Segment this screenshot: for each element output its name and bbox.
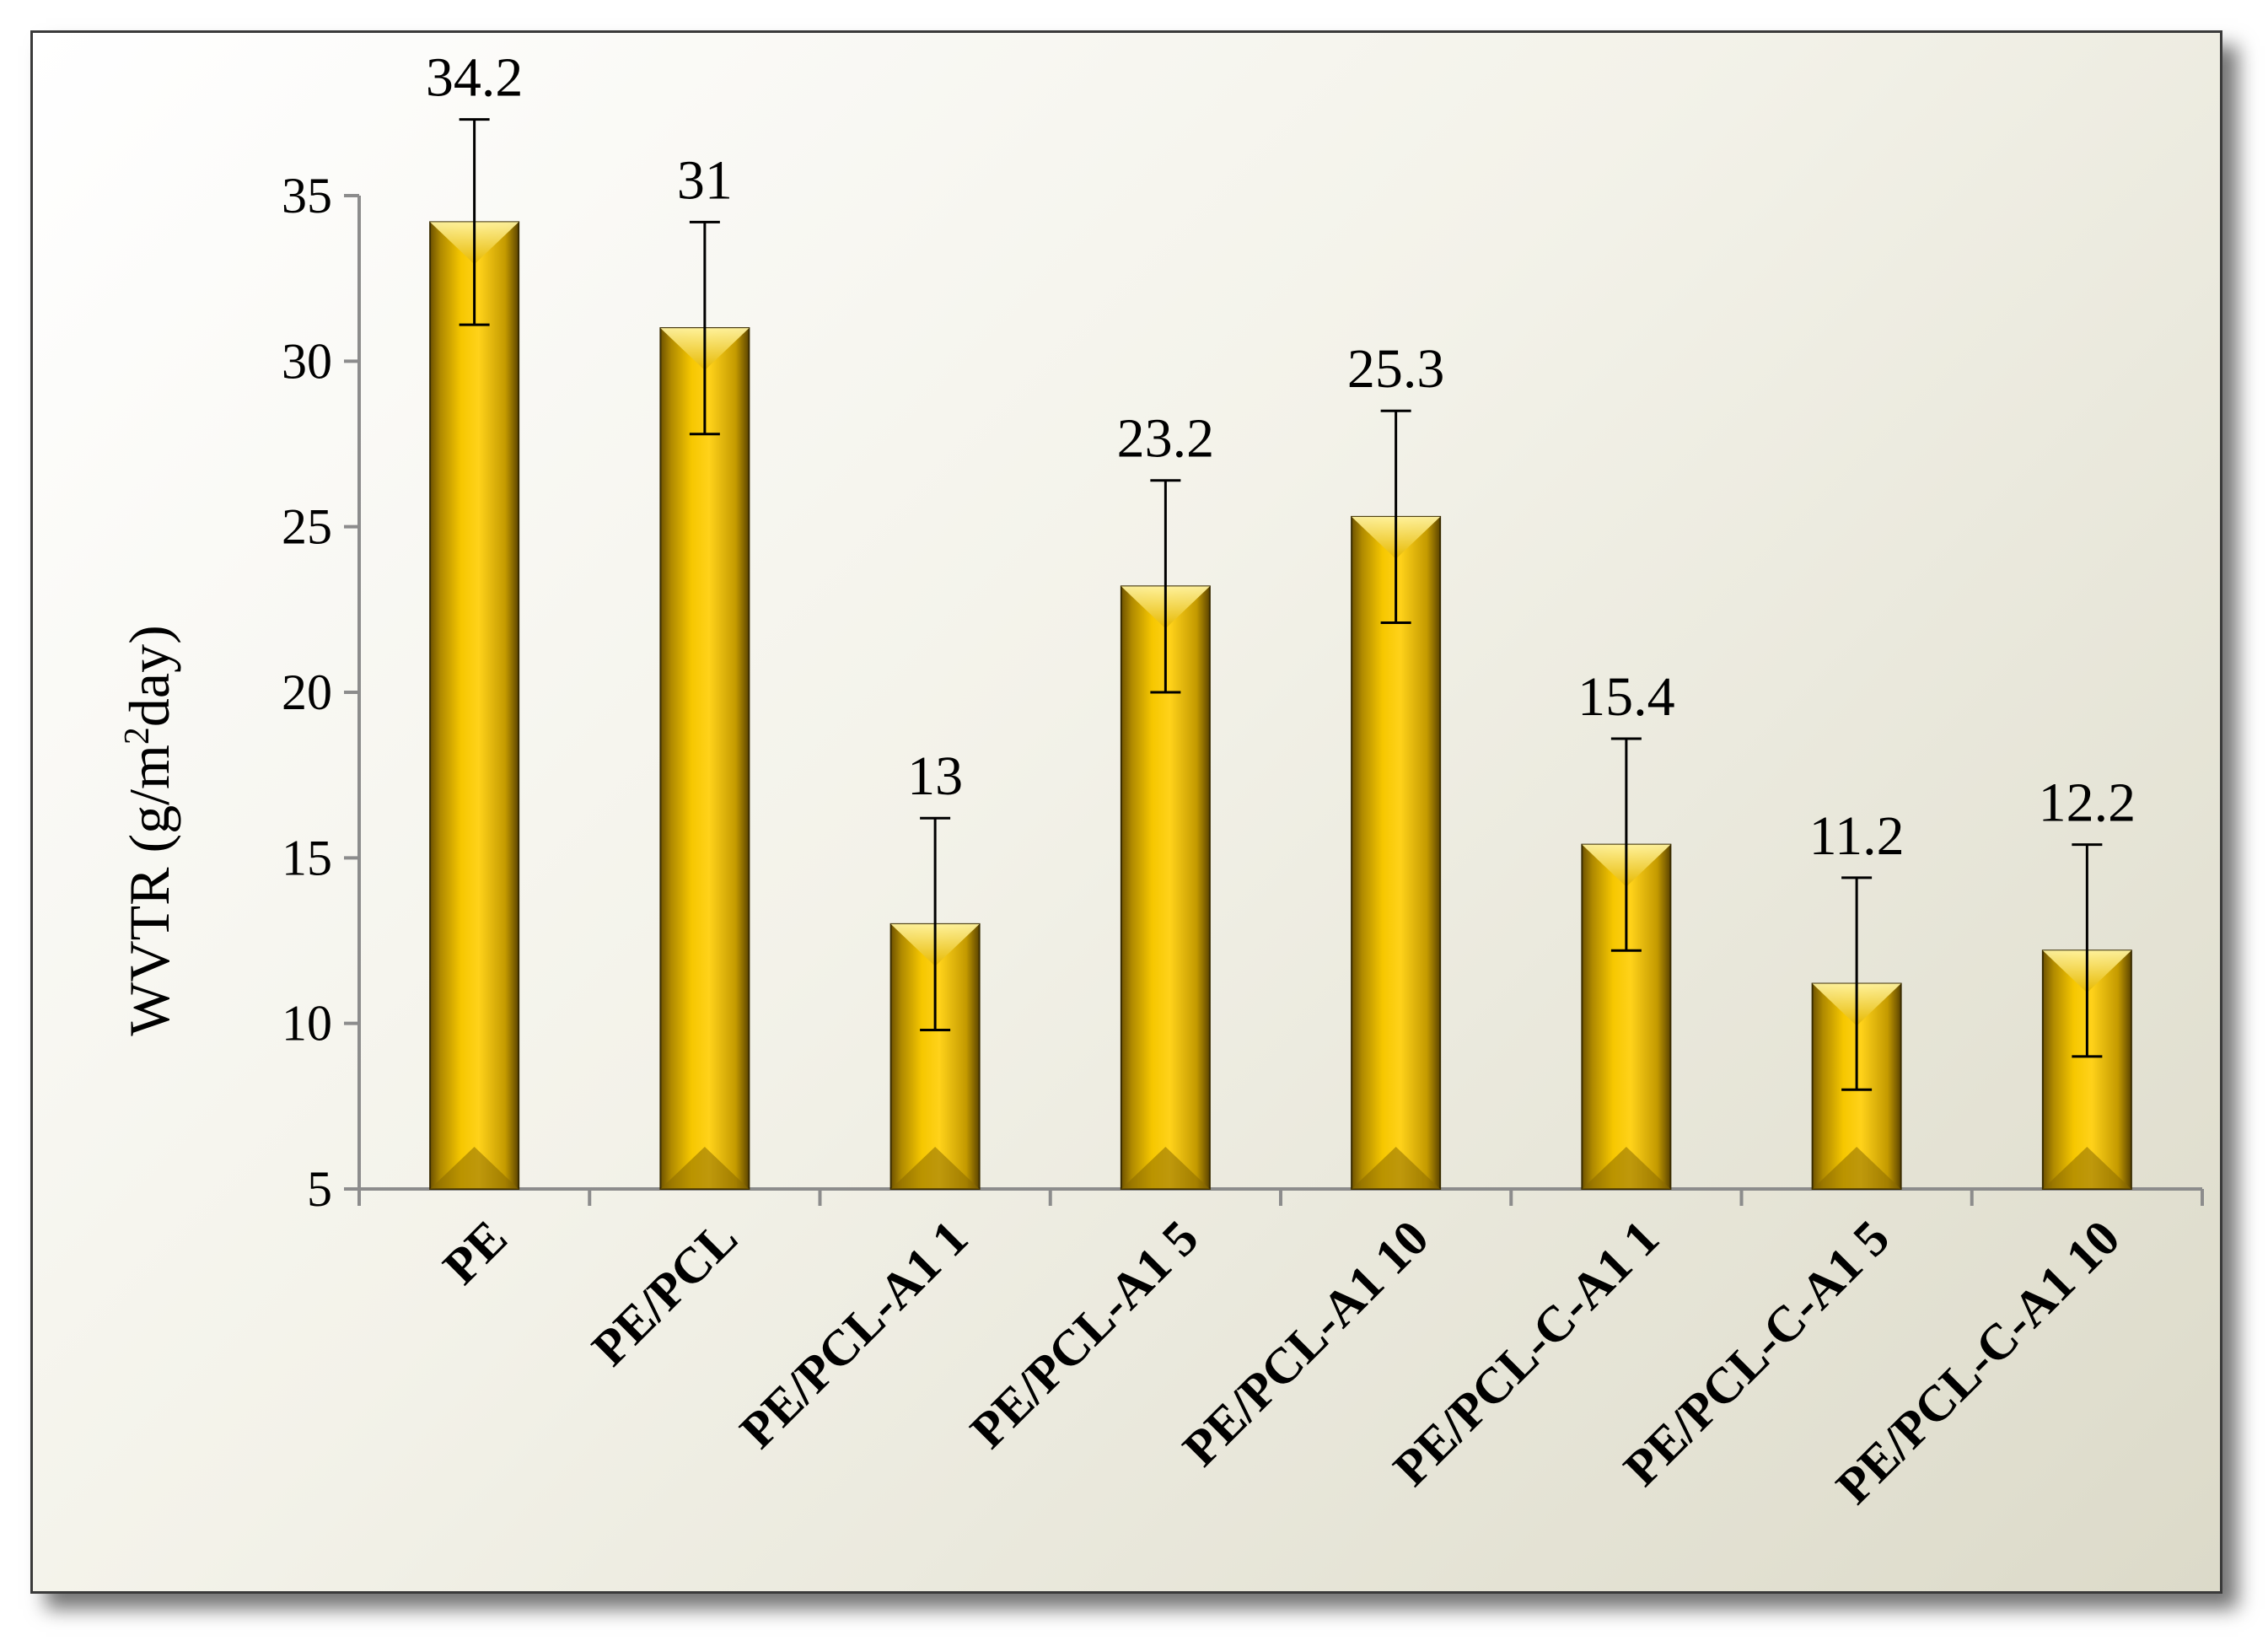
data-label: 25.3: [1347, 338, 1445, 400]
bar-bevel-bottom: [660, 1147, 750, 1189]
x-tick-label: PE/PCL-A1 10: [1172, 1210, 1439, 1477]
y-axis-title-tail: day): [117, 625, 181, 727]
data-label: 23.2: [1117, 408, 1215, 470]
y-tick-label: 35: [282, 168, 332, 223]
y-axis-title-sup: 2: [118, 727, 157, 745]
data-label: 11.2: [1809, 805, 1905, 867]
bar-bevel-bottom: [1352, 1147, 1441, 1189]
bar: [659, 327, 750, 1191]
bar-bevel-bottom: [1121, 1147, 1210, 1189]
bar-bevel-bottom: [1812, 1147, 1901, 1189]
bar-bevel-bottom: [430, 1147, 519, 1189]
y-axis-title: WVTR (g/m2day): [117, 625, 181, 1035]
bar: [429, 221, 520, 1190]
bar-bevel-bottom: [1582, 1147, 1671, 1189]
x-tick-label: PE/PCL-A1 5: [959, 1210, 1208, 1459]
y-tick-label: 10: [282, 996, 332, 1052]
bar: [1351, 515, 1442, 1190]
y-tick-label: 15: [282, 830, 332, 885]
y-axis-title-main: WVTR (g/m: [117, 745, 181, 1036]
data-label: 31: [677, 149, 733, 211]
y-tick-label: 5: [307, 1161, 332, 1217]
data-label: 34.2: [426, 47, 524, 109]
bar-bevel-bottom: [890, 1147, 980, 1189]
x-tick-label: PE: [433, 1210, 518, 1295]
data-label: 15.4: [1577, 666, 1675, 728]
y-tick-label: 25: [282, 499, 332, 555]
y-tick-label: 20: [282, 664, 332, 720]
bar-bevel-bottom: [2042, 1147, 2131, 1189]
y-tick-label: 30: [282, 333, 332, 389]
data-label: 12.2: [2039, 772, 2136, 834]
x-tick-label: PE/PCL-A1 1: [729, 1210, 978, 1459]
x-tick-label: PE/PCL: [582, 1210, 749, 1377]
data-label: 13: [907, 745, 963, 807]
